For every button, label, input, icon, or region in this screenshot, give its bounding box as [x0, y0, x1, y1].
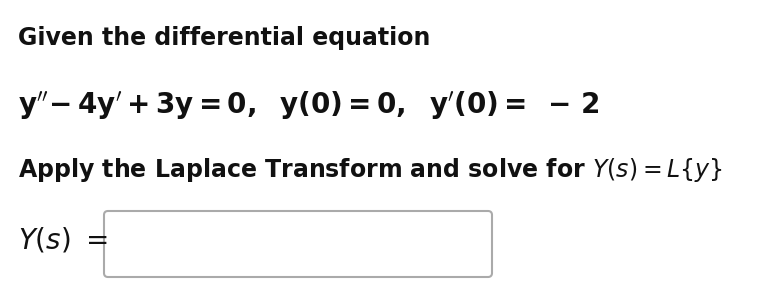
Text: Apply the Laplace Transform and solve for $Y(s) = L\{y\}$: Apply the Laplace Transform and solve fo…	[18, 156, 723, 184]
Text: $Y(s)\ =$: $Y(s)\ =$	[18, 225, 108, 254]
Text: Given the differential equation: Given the differential equation	[18, 26, 430, 50]
FancyBboxPatch shape	[104, 211, 492, 277]
Text: $\mathbf{y''\! - 4y' + 3y = 0,}$  $\mathbf{y(0) = 0,}$  $\mathbf{y'(0) =\ -\,2}$: $\mathbf{y''\! - 4y' + 3y = 0,}$ $\mathb…	[18, 90, 599, 122]
